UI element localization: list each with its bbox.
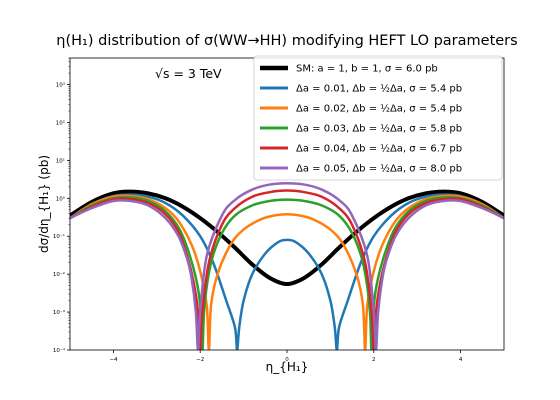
x-tick-label: 2 bbox=[372, 357, 376, 363]
chart-title: η(H₁) distribution of σ(WW→HH) modifying… bbox=[56, 33, 517, 49]
legend-label-1: Δa = 0.01, Δb = ½Δa, σ = 5.4 pb bbox=[296, 83, 462, 95]
y-tick-label: 10⁰ bbox=[56, 195, 66, 202]
legend-label-5: Δa = 0.05, Δb = ½Δa, σ = 8.0 pb bbox=[296, 163, 462, 175]
chart-curves bbox=[70, 181, 504, 350]
legend-label-4: Δa = 0.04, Δb = ½Δa, σ = 6.7 pb bbox=[296, 143, 462, 155]
series-line-2 bbox=[70, 194, 504, 350]
legend: SM: a = 1, b = 1, σ = 6.0 pb Δa = 0.01, Δ… bbox=[253, 55, 503, 181]
y-tick-label: 10⁻¹ bbox=[53, 233, 65, 240]
legend-label-3: Δa = 0.03, Δb = ½Δa, σ = 5.8 pb bbox=[296, 123, 462, 135]
x-axis-label: η_{H₁} bbox=[266, 360, 309, 374]
y-tick-label: 10⁻³ bbox=[53, 309, 65, 316]
x-tick-label: −4 bbox=[109, 357, 118, 363]
energy-annotation: √s = 3 TeV bbox=[155, 66, 222, 81]
y-tick-label: 10¹ bbox=[56, 157, 65, 164]
series-line-0 bbox=[70, 189, 504, 286]
legend-label-0: SM: a = 1, b = 1, σ = 6.0 pb bbox=[296, 64, 438, 75]
series-line-5 bbox=[70, 181, 504, 350]
series-line-1 bbox=[70, 193, 504, 350]
y-tick-label: 10³ bbox=[56, 82, 65, 89]
x-tick-label: 4 bbox=[459, 357, 463, 363]
y-axis-ticks: 10⁻⁴ 10⁻³ 10⁻² 10⁻¹ 10⁰ 10¹ 10² 10³ bbox=[53, 57, 70, 354]
legend-label-2: Δa = 0.02, Δb = ½Δa, σ = 5.4 pb bbox=[296, 103, 462, 115]
y-tick-label: 10⁻² bbox=[53, 271, 65, 278]
series-line-3 bbox=[70, 195, 504, 350]
y-axis-label: dσ/dη_{H₁} (pb) bbox=[37, 155, 51, 253]
x-axis-ticks: −4 −2 0 2 4 bbox=[109, 350, 463, 363]
x-tick-label: −2 bbox=[196, 357, 204, 363]
y-tick-label: 10⁻⁴ bbox=[53, 347, 66, 354]
series-line-4 bbox=[70, 189, 504, 350]
x-tick-label: 0 bbox=[285, 357, 289, 363]
y-tick-label: 10² bbox=[56, 119, 65, 126]
legend-box bbox=[253, 55, 503, 181]
